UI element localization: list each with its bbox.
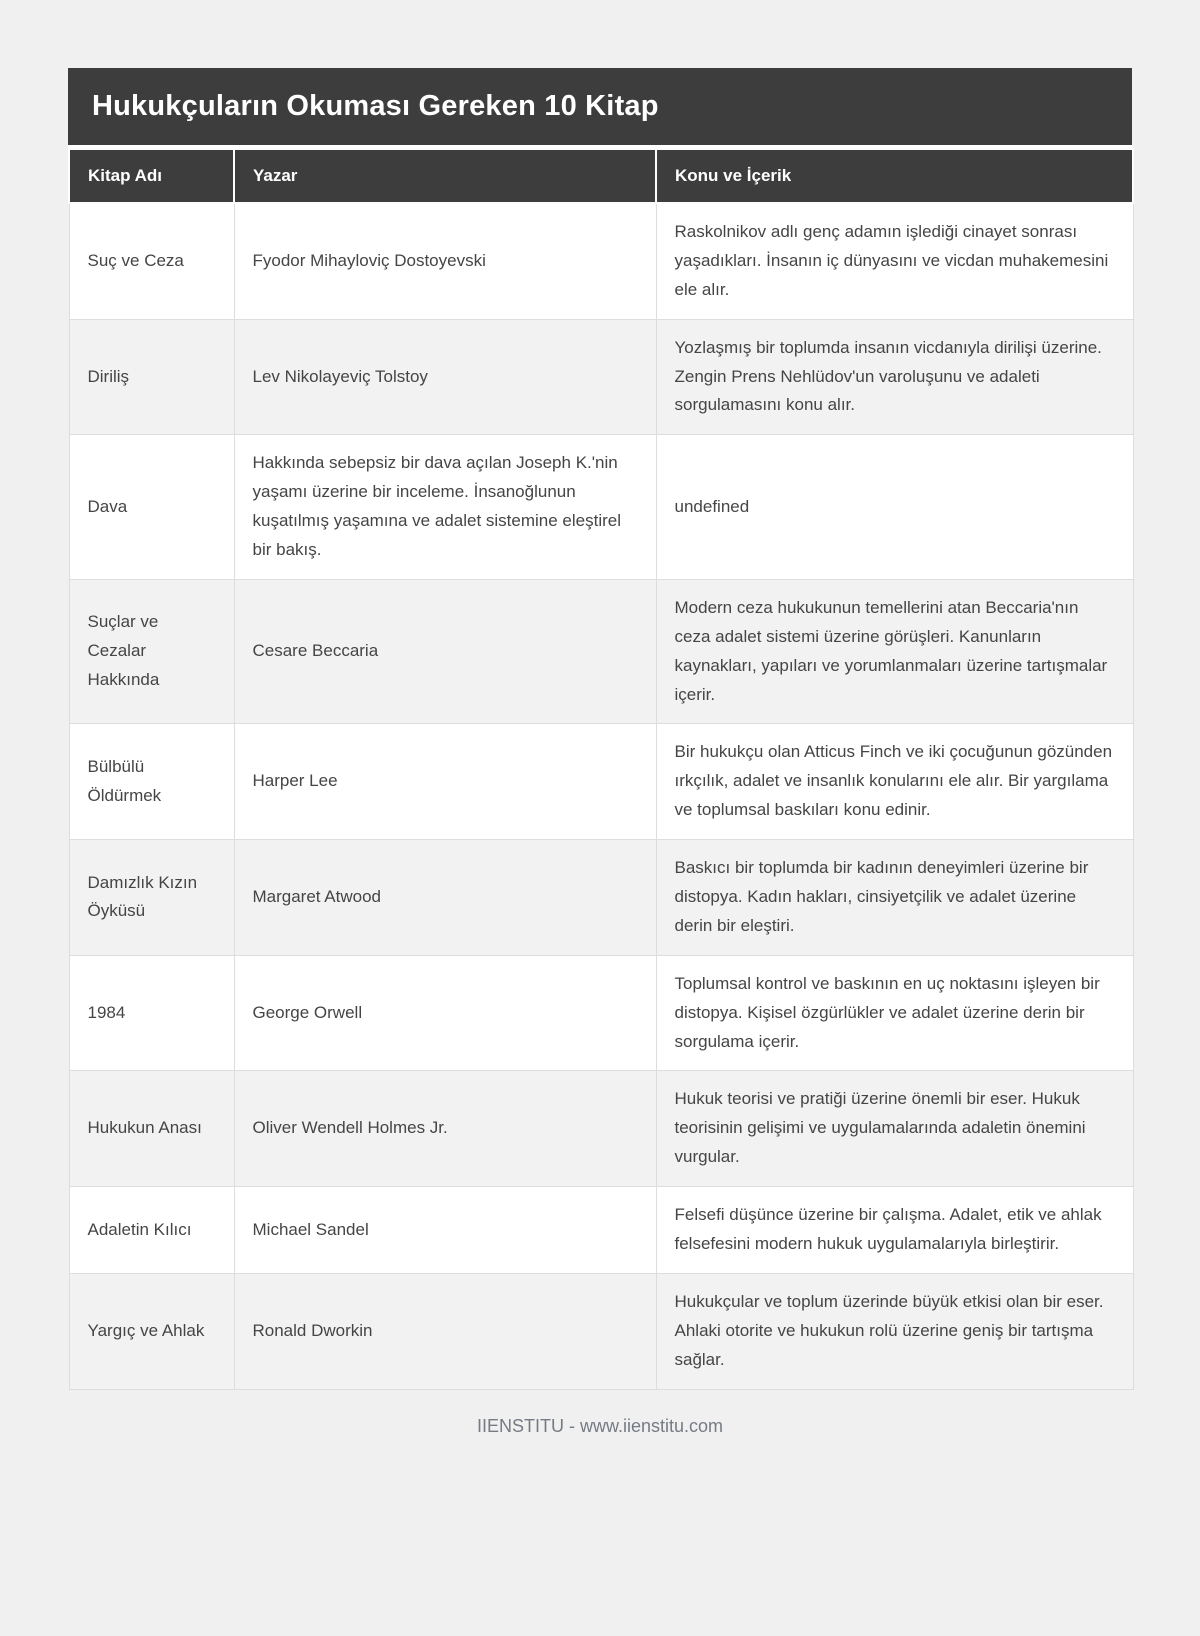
content-cell: Hukuk teorisi ve pratiği üzerine önemli … [655,1070,1134,1188]
table-row: Yargıç ve Ahlak Ronald Dworkin Hukukçula… [68,1272,1134,1390]
book-name-cell: Diriliş [68,318,235,436]
table-row: Suçlar ve Cezalar Hakkında Cesare Beccar… [68,578,1134,725]
column-header-content: Konu ve İçerik [655,148,1134,204]
author-cell: Margaret Atwood [233,839,657,956]
author-cell: Ronald Dworkin [233,1272,657,1390]
content-cell: Toplumsal kontrol ve baskının en uç nokt… [655,954,1134,1072]
content-cell: undefined [655,434,1134,580]
content-cell: Bir hukukçu olan Atticus Finch ve iki ço… [655,723,1134,841]
author-cell: Fyodor Mihayloviç Dostoyevski [233,202,657,320]
author-cell: Michael Sandel [233,1186,657,1274]
table-row: Dava Hakkında sebepsiz bir dava açılan J… [68,434,1134,580]
books-table-card: Hukukçuların Okuması Gereken 10 Kitap Ki… [68,68,1134,1390]
author-cell: Harper Lee [233,723,657,841]
content-cell: Raskolnikov adlı genç adamın işlediği ci… [655,202,1134,320]
book-name-cell: Damızlık Kızın Öyküsü [68,839,235,956]
table-row: Diriliş Lev Nikolayeviç Tolstoy Yozlaşmı… [68,318,1134,436]
book-name-cell: Bülbülü Öldürmek [68,723,235,841]
table-row: Suç ve Ceza Fyodor Mihayloviç Dostoyevsk… [68,202,1134,320]
content-cell: Modern ceza hukukunun temellerini atan B… [655,578,1134,725]
content-cell: Hukukçular ve toplum üzerinde büyük etki… [655,1272,1134,1390]
footer-credit: IIENSTITU - www.iienstitu.com [476,1415,724,1436]
book-name-cell: Suçlar ve Cezalar Hakkında [68,578,235,725]
column-header-author: Yazar [233,148,657,204]
author-cell: George Orwell [233,954,657,1072]
author-cell: Lev Nikolayeviç Tolstoy [233,318,657,436]
column-header-book: Kitap Adı [68,148,235,204]
author-cell: Oliver Wendell Holmes Jr. [233,1070,657,1188]
book-name-cell: Dava [68,434,235,580]
table-header-row: Kitap Adı Yazar Konu ve İçerik [68,148,1134,204]
book-name-cell: 1984 [68,954,235,1072]
author-cell: Cesare Beccaria [233,578,657,725]
table-row: Bülbülü Öldürmek Harper Lee Bir hukukçu … [68,723,1134,841]
document-title: Hukukçuların Okuması Gereken 10 Kitap [68,68,1132,148]
author-cell: Hakkında sebepsiz bir dava açılan Joseph… [233,434,657,580]
book-name-cell: Suç ve Ceza [68,202,235,320]
content-cell: Yozlaşmış bir toplumda insanın vicdanıyl… [655,318,1134,436]
book-name-cell: Hukukun Anası [68,1070,235,1188]
content-cell: Felsefi düşünce üzerine bir çalışma. Ada… [655,1186,1134,1274]
table-row: 1984 George Orwell Toplumsal kontrol ve … [68,954,1134,1072]
books-table: Kitap Adı Yazar Konu ve İçerik Suç ve Ce… [68,148,1134,1390]
table-row: Hukukun Anası Oliver Wendell Holmes Jr. … [68,1070,1134,1188]
book-name-cell: Adaletin Kılıcı [68,1186,235,1274]
table-row: Damızlık Kızın Öyküsü Margaret Atwood Ba… [68,839,1134,956]
books-table-body: Suç ve Ceza Fyodor Mihayloviç Dostoyevsk… [68,202,1134,1390]
book-name-cell: Yargıç ve Ahlak [68,1272,235,1390]
content-cell: Baskıcı bir toplumda bir kadının deneyim… [655,839,1134,956]
table-row: Adaletin Kılıcı Michael Sandel Felsefi d… [68,1186,1134,1274]
